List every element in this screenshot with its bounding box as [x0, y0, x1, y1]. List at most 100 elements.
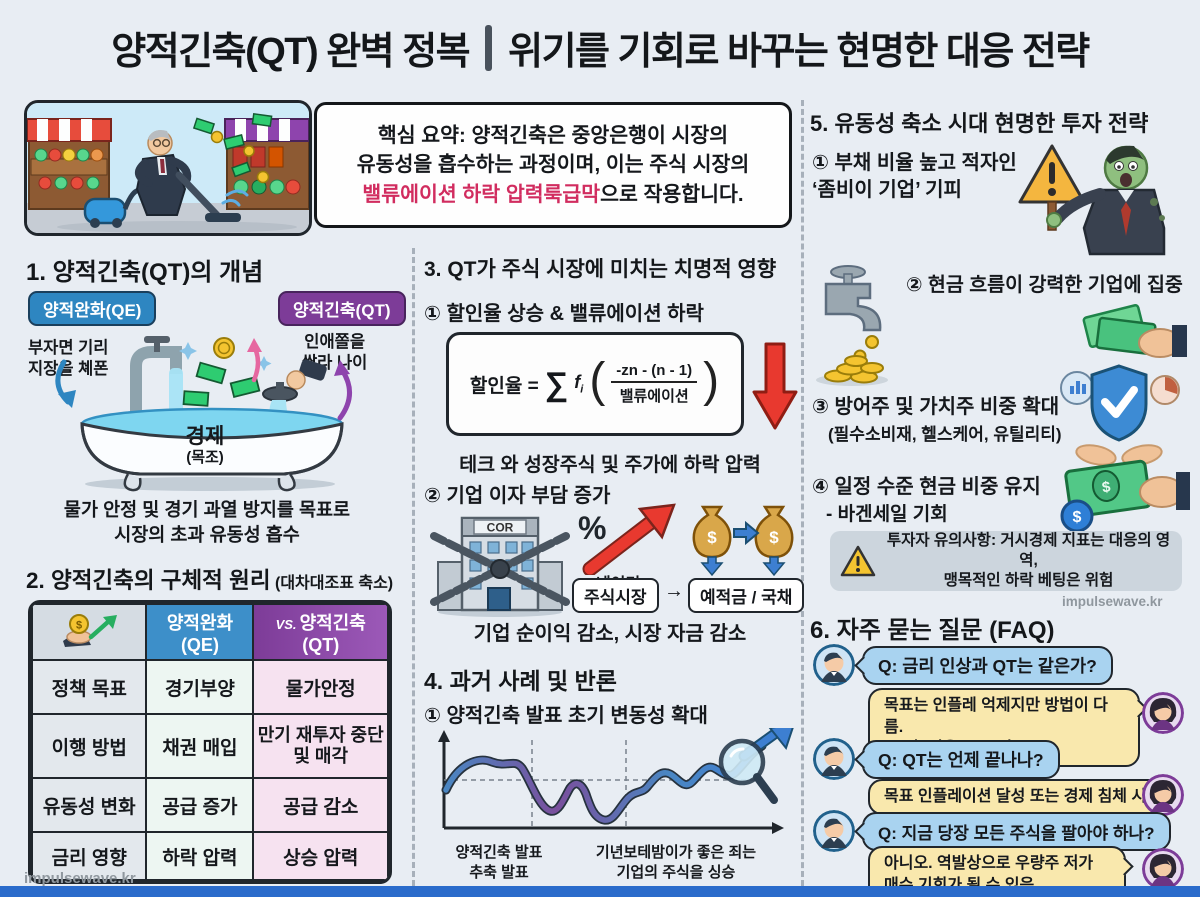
zombie-company-icon: [1012, 132, 1182, 265]
summary-prefix: 핵심 요약: 양적긴축은 중앙은행이 시장의 유동성을 흡수하는 과정이며, 이…: [356, 124, 750, 177]
warning-triangle-icon: [840, 545, 876, 577]
avatar-woman: [1142, 848, 1184, 890]
section5-item3: ③ 방어주 및 가치주 비중 확대: [812, 396, 1060, 418]
table-cell-qe: 채권 매입: [145, 713, 255, 779]
table-row-label: 이행 방법: [31, 713, 148, 779]
svg-text:$: $: [769, 528, 779, 547]
qt-badge: 양적긴축(QT): [278, 291, 406, 326]
table-col-qe: 양적완화(QE): [145, 603, 255, 661]
faucet-coins-icon: [810, 256, 910, 393]
svg-text:%: %: [578, 510, 606, 546]
hero-illustration: [24, 100, 312, 236]
investor-warning-text: 투자자 유의사항: 거시경제 지표는 대응의 영역, 맹목적인 하락 베팅은 위…: [886, 531, 1171, 590]
table-row-label: 정책 목표: [31, 659, 148, 715]
avatar-man: [813, 644, 855, 686]
chart-xlabel1: 양적긴축 발표 추축 발표: [455, 844, 543, 881]
formula-fraction: -zn - (n - 1) 밸류에이션: [611, 362, 698, 406]
formula-lparen: (: [589, 354, 606, 408]
qe-badge: 양적완화(QE): [28, 291, 157, 326]
column-divider-right: [801, 100, 804, 886]
bathtub-sublabel: (목조): [186, 449, 224, 466]
defensive-shield-icon: [1052, 360, 1186, 473]
volatility-chart: [428, 722, 798, 847]
page-title: 양적긴축(QT) 완벽 정복 위기를 기회로 바꾸는 현명한 대응 전략: [0, 20, 1200, 75]
key-summary-text: 핵심 요약: 양적긴축은 중앙은행이 시장의 유동성을 흡수하는 과정이며, 이…: [357, 121, 750, 208]
faq-question-bubble: Q: 금리 인상과 QT는 같은가?: [862, 646, 1113, 685]
section5-item4-sub: - 바겐세일 기회: [826, 504, 948, 525]
section5-item1: ① 부채 비율 높고 적자인 ‘좀비이 기업’ 기피: [812, 152, 1017, 201]
hand-cash-icon: [1072, 295, 1187, 378]
table-vs-label: VS.: [275, 616, 297, 632]
table-row-label: 금리 영향: [31, 831, 148, 881]
column-divider-left: [412, 248, 415, 886]
section5-item2: ② 현금 흐름이 강력한 기업에 집중: [906, 274, 1183, 296]
formula-denominator: 밸류에이션: [619, 388, 689, 405]
bathtub-label: 경제: [185, 425, 225, 448]
formula-numerator: -zn - (n - 1): [611, 362, 698, 383]
faq-answer-bubble: 목표 인플레이션 달성 또는 경제 침체 시: [868, 779, 1163, 815]
table-cell-qt: 만기 재투자 중단 및 매각: [252, 713, 389, 779]
rate-up-arrow-icon: %: [572, 503, 684, 580]
section5-item3-sub: (필수소비재, 헬스케어, 유틸리티): [828, 425, 1062, 444]
avatar-man: [813, 738, 855, 780]
sigma-symbol: ∑: [544, 365, 569, 402]
flow-arrow: →: [664, 580, 684, 602]
watermark-bottom-left: impulsewave.kr: [24, 870, 136, 887]
flow-from-box: 주식시장: [572, 578, 659, 613]
table-cell-qt: 공급 감소: [252, 777, 389, 833]
table-cell-qt: 상승 압력: [252, 831, 389, 881]
table-money-growth-icon: $: [31, 603, 148, 661]
bathtub-icon: [55, 336, 352, 492]
table-cell-qe: 경기부양: [145, 659, 255, 715]
svg-text:$: $: [707, 528, 717, 547]
section5-title: 5. 유동성 축소 시대 현명한 투자 전략: [810, 111, 1149, 136]
avatar-woman: [1142, 692, 1184, 734]
section1-title: 1. 양적긴축(QT)의 개념: [26, 259, 264, 286]
summary-highlight: 밸류에이션 하락 압력룩급막: [362, 182, 601, 206]
cash-coin-hand-icon: $ $: [1050, 448, 1190, 545]
summary-suffix: 으로 작용합니다.: [600, 182, 744, 206]
section2-subtitle: (대차대조표 축소): [274, 575, 394, 592]
vacuum-money-scene-icon: [27, 103, 309, 233]
section6-title: 6. 자주 묻는 질문 (FAQ): [810, 617, 1055, 644]
section3-item2: ② 기업 이자 부담 증가: [424, 485, 611, 507]
section1-caption: 물가 안정 및 경기 과열 방지를 목표로 시장의 초과 유동성 흡수: [63, 499, 351, 545]
investor-warning-box: 투자자 유의사항: 거시경제 지표는 대응의 영역, 맹목적인 하락 베팅은 위…: [830, 531, 1182, 591]
bottom-accent-bar: [0, 886, 1200, 897]
building-sign: COR: [487, 521, 514, 535]
svg-text:$: $: [1101, 478, 1112, 496]
qe-note: 부자면 기리 지장을 쳬폰: [28, 339, 109, 379]
section3-caption2: 기업 순이익 감소, 시장 자금 감소: [473, 623, 747, 645]
section4-title: 4. 과거 사례 및 반론: [424, 668, 617, 694]
section2-title: 2. 양적긴축의 구체적 원리: [26, 568, 271, 593]
avatar-woman: [1142, 774, 1184, 816]
chained-building-icon: COR: [430, 506, 570, 623]
formula-lhs: 할인율 =: [469, 375, 539, 397]
table-col-qt-label: 양적긴축(QT): [299, 612, 366, 655]
table-col-qt: VS. 양적긴축(QT): [252, 603, 389, 661]
key-summary-box: 핵심 요약: 양적긴축은 중앙은행이 시장의 유동성을 흡수하는 과정이며, 이…: [314, 102, 792, 228]
formula-rparen: ): [703, 354, 720, 408]
chart-xlabel2: 기년보테밤이가 좋은 죄는 기업의 주식을 싱승: [595, 844, 757, 881]
svg-text:$: $: [1073, 509, 1082, 526]
flow-to-box: 예적금 / 국채: [688, 578, 805, 613]
table-cell-qt: 물가안정: [252, 659, 389, 715]
svg-text:$: $: [76, 619, 82, 631]
table-row-label: 유동성 변화: [31, 777, 148, 833]
section4-item1: ① 양적긴축 발표 초기 변동성 확대: [424, 705, 708, 727]
section3-caption1: 테크 와 성장주식 및 주가에 하락 압력: [459, 454, 761, 476]
avatar-man: [813, 810, 855, 852]
red-down-arrow-icon: [752, 340, 798, 437]
watermark-right: impulsewave.kr: [1062, 594, 1163, 609]
faq-question-bubble: Q: QT는 언제 끝나나?: [862, 740, 1060, 779]
page-title-left: 양적긴축(QT) 완벽 정복: [111, 31, 470, 73]
discount-rate-formula-box: 할인율 = ∑ fi ( -zn - (n - 1) 밸류에이션 ): [446, 332, 744, 436]
section3-item1: ① 할인율 상승 & 밸류에이션 하락: [424, 303, 704, 325]
title-divider: [485, 24, 493, 71]
table-cell-qe: 하락 압력: [145, 831, 255, 881]
money-bags-icon: $ $: [686, 493, 796, 584]
section2-title-row: 2. 양적긴축의 구체적 원리 (대차대조표 축소): [26, 563, 396, 595]
section5-item4: ④ 일정 수준 현금 비중 유지: [812, 476, 1041, 498]
formula-f: fi: [574, 372, 584, 396]
